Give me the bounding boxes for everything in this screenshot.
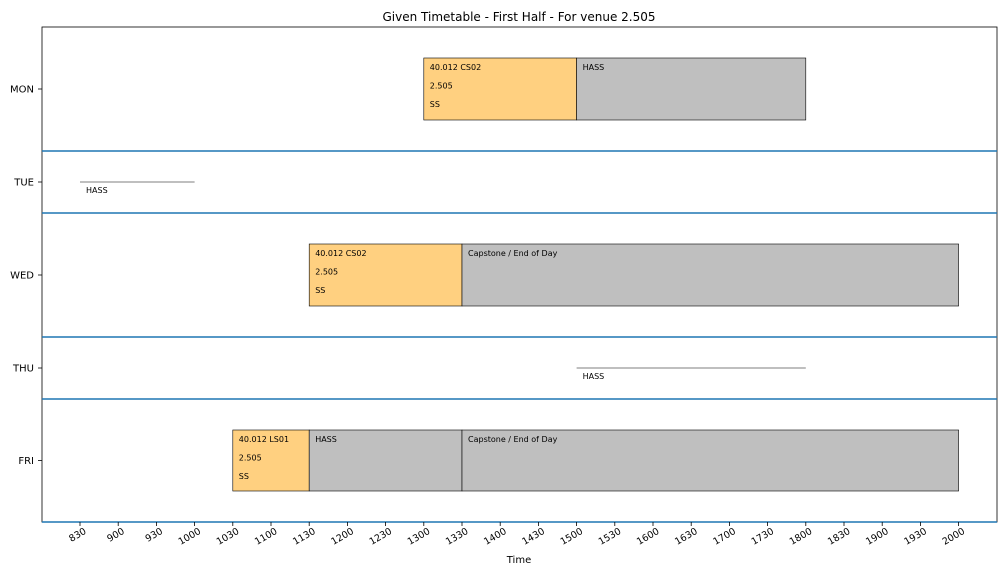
x-tick-label: 1630: [673, 526, 699, 548]
x-tick-label: 1700: [711, 526, 737, 548]
blocked-block: [308, 429, 463, 492]
block-label: 2.505: [315, 268, 338, 277]
x-tick-label: 1230: [368, 526, 394, 548]
x-tick-label: 1600: [635, 526, 661, 548]
day-label-wed: WED: [10, 271, 34, 282]
day-label-fri: FRI: [18, 456, 34, 467]
course-block: [232, 429, 310, 492]
x-tick-label: 1930: [902, 526, 928, 548]
day-label-thu: THU: [12, 364, 34, 375]
blocked-block: [461, 429, 959, 492]
x-tick-label: 1530: [597, 526, 623, 548]
block-label: HASS: [315, 435, 337, 444]
marker-label: HASS: [583, 372, 605, 381]
block-label: 40.012 CS02: [315, 249, 366, 258]
x-tick-label: 1900: [864, 526, 890, 548]
x-tick-label: 1430: [520, 526, 546, 548]
x-tick-label: 900: [105, 526, 126, 545]
x-tick-label: 1200: [329, 526, 355, 548]
day-label-tue: TUE: [13, 178, 34, 189]
block-label: 40.012 LS01: [239, 435, 289, 444]
x-axis-label: Time: [506, 555, 531, 566]
x-tick-label: 1730: [750, 526, 776, 548]
blocked-block: [461, 243, 959, 307]
block-label: 2.505: [239, 454, 262, 463]
x-tick-label: 930: [144, 526, 165, 545]
block-label: SS: [239, 472, 249, 481]
block-label: Capstone / End of Day: [468, 249, 558, 258]
marker-label: HASS: [86, 186, 108, 195]
day-label-mon: MON: [10, 85, 34, 96]
x-tick-label: 1330: [444, 526, 470, 548]
x-tick-label: 2000: [941, 526, 967, 548]
x-tick-label: 1500: [559, 526, 585, 548]
plot-area: MON TUE WED THU FRI 830 900 930 1000 1030 1100 1130…: [10, 26, 998, 548]
blocked-block: [576, 57, 807, 121]
x-tick-label: 1800: [788, 526, 814, 548]
block-label: 2.505: [430, 82, 453, 91]
block-label: HASS: [583, 63, 605, 72]
block-label: 40.012 CS02: [430, 63, 481, 72]
block-label: SS: [430, 100, 440, 109]
x-tick-label: 1400: [482, 526, 508, 548]
block-label: Capstone / End of Day: [468, 435, 558, 444]
x-tick-label: 1100: [253, 526, 279, 548]
x-tick-label: 1030: [215, 526, 241, 548]
x-tick-label: 1300: [406, 526, 432, 548]
x-tick-label: 1830: [826, 526, 852, 548]
x-tick-label: 830: [67, 526, 88, 545]
chart-title: Given Timetable - First Half - For venue…: [382, 10, 655, 24]
x-tick-label: 1130: [291, 526, 317, 548]
block-label: SS: [315, 286, 325, 295]
x-tick-label: 1000: [177, 526, 203, 548]
course-block: [308, 243, 463, 307]
